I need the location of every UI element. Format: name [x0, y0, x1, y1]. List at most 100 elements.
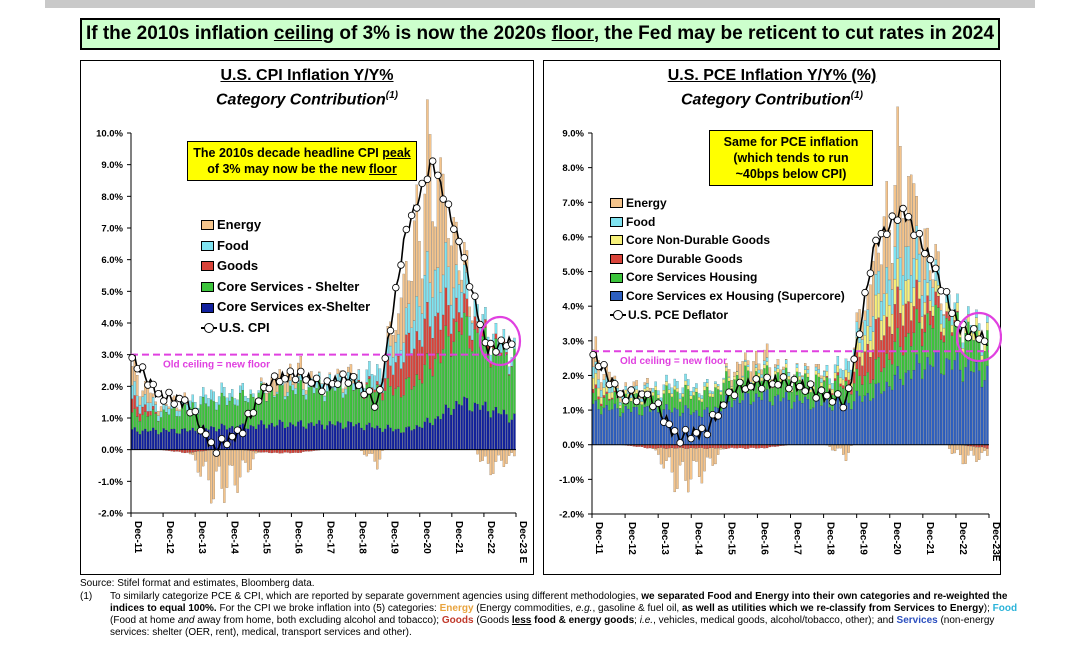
pce-bar-eng [632, 381, 636, 387]
cpi-bar-food [231, 389, 234, 398]
cpi-ytick-label: 6.0% [101, 255, 123, 266]
cpi-bar-shl [133, 408, 136, 428]
pce-bar-eng [654, 448, 657, 451]
cpi-bar-food [471, 322, 474, 341]
pce-bar-ndu [719, 391, 723, 395]
cpi-bar-gds [365, 382, 368, 385]
pce-bar-ndu [804, 369, 807, 374]
cpi-bar-eng [336, 368, 339, 374]
cpi-bar-food [149, 402, 152, 412]
pce-bar-sup [676, 409, 679, 445]
pce-xtick-label: Dec-17 [792, 522, 803, 555]
cpi-bar-shl [368, 378, 371, 423]
pce-bar-eng [717, 448, 720, 455]
pce-bar-food [912, 258, 916, 288]
cpi-bar-svc [410, 430, 413, 450]
cpi-bar-svc [215, 431, 218, 450]
pce-bar-hou [850, 394, 853, 410]
cpi-bar-svc [513, 413, 516, 450]
pce-bar-food [714, 381, 717, 384]
cpi-bar-shl [415, 374, 419, 426]
cpi-bar-food [413, 320, 416, 349]
cpi-bar-svc [431, 425, 434, 450]
pce-bar-food [866, 309, 869, 326]
pce-bar-sup [814, 397, 818, 445]
cpi-bar-eng [188, 452, 192, 455]
pce-bar-eng [600, 382, 603, 391]
cpi-bar-svc [254, 428, 258, 450]
cpi-bar-food [420, 313, 424, 347]
pce-bar-eng [872, 261, 875, 317]
cpi-bar-gds [431, 338, 434, 377]
pce-bar-food [939, 310, 943, 325]
cpi-headline-point [371, 403, 379, 411]
pce-headline-point [888, 212, 896, 220]
cpi-bar-shl [310, 385, 313, 423]
pce-bar-food [956, 293, 959, 303]
cpi-bar-shl [178, 416, 181, 434]
pce-chart-subtitle: Category Contribution(1) [681, 90, 863, 109]
cpi-bar-food [494, 323, 498, 334]
cpi-bar-shl [447, 336, 450, 409]
pce-bar-sup [961, 381, 965, 445]
pce-bar-hou [948, 320, 951, 360]
cpi-bar-shl [136, 416, 139, 432]
cpi-headline-point [191, 407, 199, 416]
cpi-bar-shl [273, 397, 276, 427]
pce-bar-hou [687, 389, 690, 409]
cpi-bar-svc [144, 428, 147, 450]
pce-bar-eng [817, 364, 820, 370]
cpi-bar-svc [281, 421, 284, 450]
cpi-bar-shl [138, 421, 142, 435]
cpi-bar-shl [141, 414, 144, 431]
pce-headline-point [834, 390, 842, 398]
pce-bar-sup [852, 401, 856, 445]
pce-bar-ndu [746, 366, 750, 371]
pce-headline-point [611, 380, 619, 388]
pce-bar-food [665, 374, 668, 382]
cpi-bar-svc [141, 430, 144, 450]
pce-bar-ndu [755, 367, 758, 372]
pce-bar-food [798, 372, 801, 377]
cpi-headline-point [386, 326, 395, 335]
pce-bar-hou [695, 391, 698, 411]
cpi-bar-food [204, 394, 208, 404]
cpi-chart-title: U.S. CPI Inflation Y/Y% [220, 67, 394, 84]
pce-bar-sup [793, 401, 796, 445]
cpi-bar-food [212, 391, 215, 402]
cpi-chart-panel: U.S. CPI Inflation Y/Y% Category Contrib… [80, 60, 534, 575]
cpi-bar-svc [357, 422, 361, 450]
cpi-bar-gds [144, 404, 147, 412]
cpi-bar-svc [157, 434, 160, 450]
pce-bar-ndu [646, 386, 649, 391]
cpi-xtick-label: Dec-11 [132, 521, 143, 554]
pce-bar-sup [695, 410, 698, 445]
cpi-ytick-label: 3.0% [101, 350, 123, 361]
cpi-bar-eng [138, 396, 142, 406]
pce-bar-sup [888, 386, 891, 445]
pce-bar-ndu [722, 379, 725, 383]
pce-bar-ndu [839, 377, 842, 384]
cpi-bar-svc [299, 420, 303, 450]
pce-bar-eng [839, 444, 842, 449]
pce-bar-sup [760, 399, 763, 445]
cpi-bar-svc [452, 408, 455, 450]
cpi-bar-food [178, 410, 181, 417]
cpi-bar-shl [399, 397, 403, 433]
headline-post: , the Fed may be reticent to cut rates i… [593, 23, 995, 44]
pce-bar-food [744, 359, 747, 362]
pce-bar-food [885, 267, 888, 294]
cpi-bar-shl [297, 383, 300, 422]
pce-bar-food [831, 383, 834, 390]
pce-bar-food [651, 388, 655, 393]
pce-bar-eng [719, 447, 723, 450]
pce-bar-dur [746, 444, 750, 449]
pce-ytick-label: 5.0% [562, 267, 584, 278]
pce-bar-sup [939, 373, 943, 445]
pce-bar-dur [757, 444, 761, 449]
cpi-bar-eng [476, 449, 479, 455]
cpi-headline-point [392, 283, 400, 292]
pce-bar-dur [956, 311, 959, 313]
pce-bar-hou [597, 399, 600, 410]
pce-bar-eng [972, 446, 975, 456]
